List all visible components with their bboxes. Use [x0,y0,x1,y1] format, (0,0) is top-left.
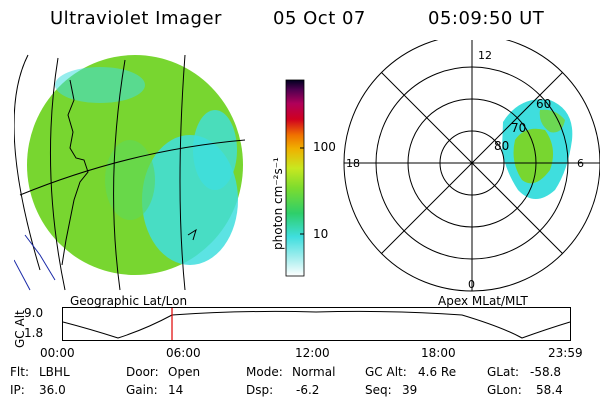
time-label: 05:09:50 UT [428,8,545,29]
date-label: 05 Oct 07 [273,8,366,29]
gc-alt-value: 4.6 Re [418,365,457,379]
time-tick-2359: 23:59 [548,346,583,360]
glat-value: -58.8 [530,365,562,379]
colorbar-label: photon cm⁻²s⁻¹ [271,157,285,250]
altitude-curve [62,310,571,339]
lat-label-60: 60 [536,97,551,111]
ip-value: 36.0 [39,383,66,397]
alt-min-label: 1.8 [24,326,44,340]
polar-plot: 12 18 6 0 60 70 80 [343,40,600,292]
mlt-label-18: 18 [346,157,360,170]
mlt-label-6: 6 [577,157,584,170]
dsp-value: -6.2 [296,383,320,397]
door-value: Open [168,365,201,379]
dsp-label: Dsp: [246,383,274,397]
glon-value: 58.4 [536,383,563,397]
geographic-image [14,54,246,291]
colorbar-tick-10: 10 [313,227,329,241]
mlt-label-12: 12 [478,49,492,62]
alt-max-label: 9.0 [24,306,44,320]
coastline [61,79,89,266]
longitude-line [14,54,41,271]
lat-label-70: 70 [511,121,526,135]
altitude-strip-plot [62,307,571,341]
instrument-title: Ultraviolet Imager [50,8,222,29]
time-tick-1800: 18:00 [421,346,456,360]
door-label: Door: [126,365,159,379]
seq-value: 39 [402,383,418,397]
time-tick-0600: 06:00 [166,346,201,360]
colorbar [285,79,305,277]
glon-label: GLon: [487,383,522,397]
flt-value: LBHL [39,365,70,379]
seq-label: Seq: [365,383,392,397]
mlt-label-0: 0 [468,278,475,291]
mode-label: Mode: [246,365,283,379]
gain-value: 14 [168,383,184,397]
gc-alt-label: GC Alt: [365,365,407,379]
flt-label: Flt: [10,365,29,379]
latitude-line [19,139,246,196]
glat-label: GLat: [487,365,520,379]
mode-value: Normal [292,365,336,379]
time-tick-0000: 00:00 [40,346,75,360]
time-tick-1200: 12:00 [295,346,330,360]
apex-title: Apex MLat/MLT [438,294,528,308]
gain-label: Gain: [126,383,158,397]
lat-label-80: 80 [494,139,509,153]
ip-label: IP: [10,383,25,397]
geographic-title: Geographic Lat/Lon [70,294,188,308]
colorbar-tick-100: 100 [313,140,336,154]
